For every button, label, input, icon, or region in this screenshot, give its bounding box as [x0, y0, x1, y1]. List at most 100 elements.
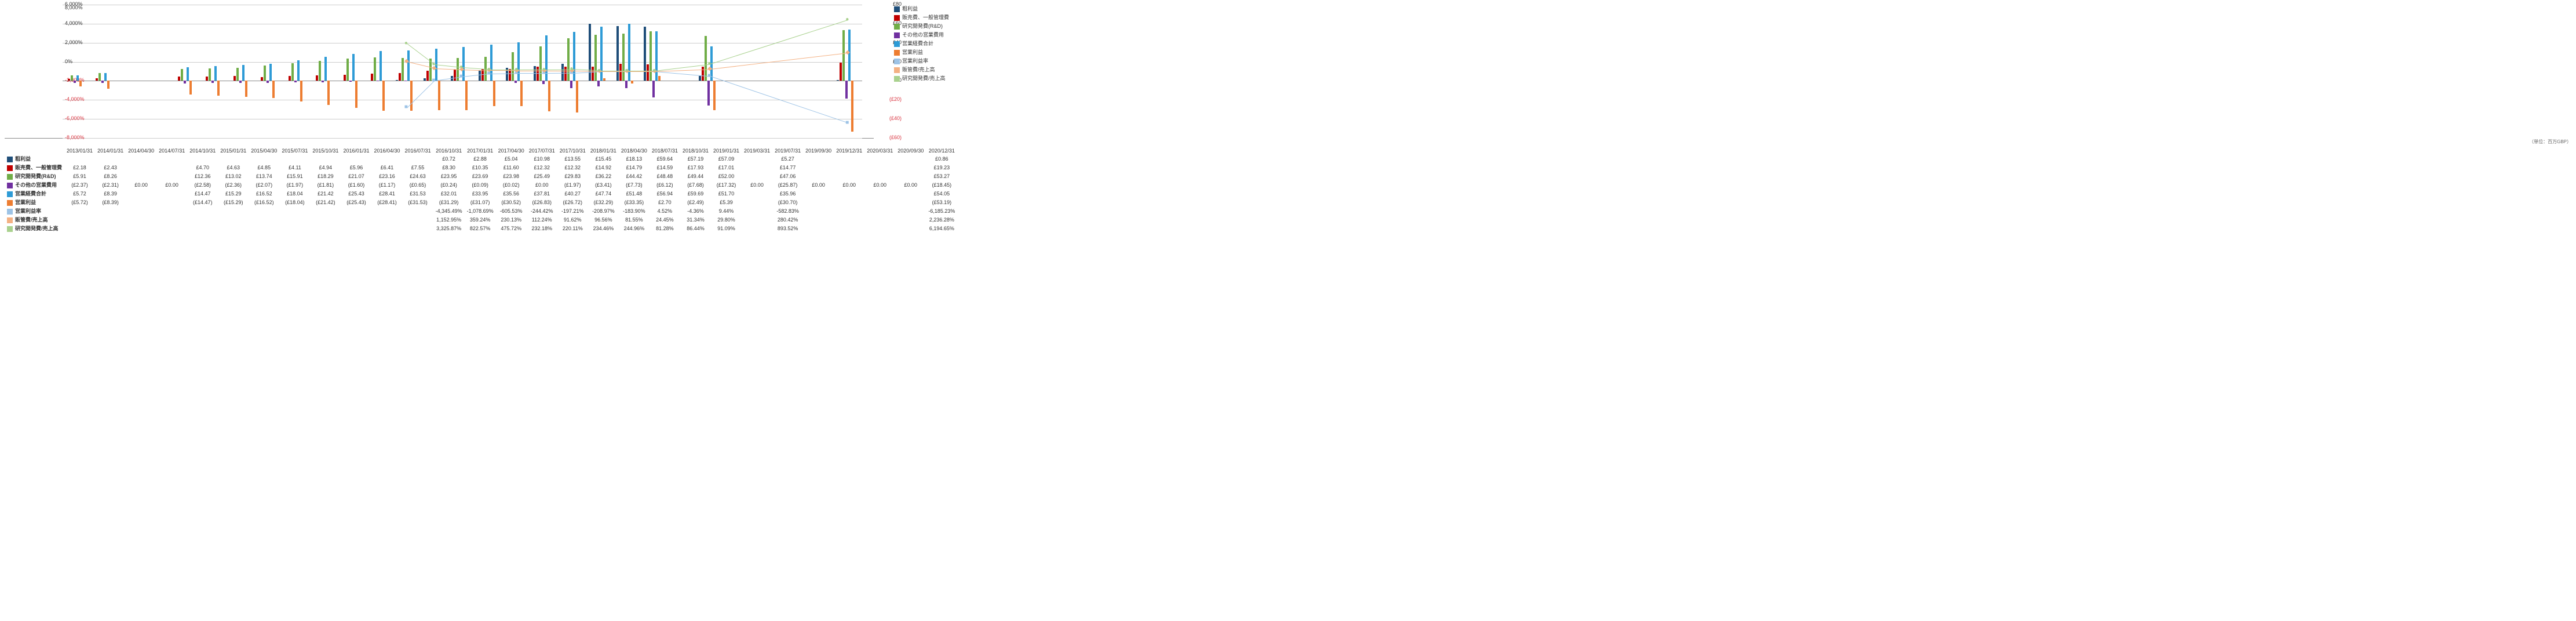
cell-opMargin: -1,078.69%	[465, 206, 496, 215]
cell-opMargin	[95, 206, 126, 215]
cell-otherOp: (£2.07)	[249, 180, 279, 189]
cell-opMargin	[156, 206, 187, 215]
bar-grossProfit	[479, 70, 481, 81]
cell-otherOp: (£18.45)	[926, 180, 957, 189]
bar-opExp	[352, 54, 355, 81]
period-header: 2016/10/31	[433, 147, 465, 154]
cell-opExp	[742, 189, 772, 198]
cell-sga	[895, 163, 926, 172]
cell-rdRatio	[371, 224, 402, 233]
cell-rdRatio: 86.44%	[680, 224, 711, 233]
cell-opExp	[864, 189, 895, 198]
legend-opExp: 営業経費合計	[894, 39, 949, 47]
cell-opInc: (£26.72)	[557, 198, 588, 206]
cell-grossProfit	[803, 154, 834, 163]
bar-rd	[705, 36, 707, 81]
cell-opInc: (£16.52)	[249, 198, 279, 206]
cell-opInc: (£31.07)	[465, 198, 496, 206]
cell-rdRatio	[156, 224, 187, 233]
bar-rd	[374, 57, 376, 81]
cell-grossProfit: £57.19	[680, 154, 711, 163]
cell-grossProfit	[218, 154, 249, 163]
cell-opMargin	[310, 206, 341, 215]
cell-otherOp: £0.00	[864, 180, 895, 189]
cell-rd: £18.29	[310, 172, 341, 180]
cell-sgaRatio	[249, 215, 279, 224]
cell-sga: £6.41	[371, 163, 402, 172]
cell-opInc	[864, 198, 895, 206]
cell-sgaRatio: 31.34%	[680, 215, 711, 224]
bar-rd	[236, 68, 239, 81]
cell-rdRatio: 234.46%	[588, 224, 619, 233]
cell-rdRatio: 3,325.87%	[433, 224, 465, 233]
bar-sga	[564, 67, 567, 81]
cell-sgaRatio	[310, 215, 341, 224]
bar-sga	[68, 79, 70, 81]
cell-opInc: (£31.53)	[403, 198, 433, 206]
cell-rd: £13.02	[218, 172, 249, 180]
row-label-rdRatio: 研究開発費/売上高	[5, 224, 64, 233]
legend-sga: 販売費、一般管理費	[894, 13, 949, 21]
bar-opExp	[297, 60, 300, 81]
cell-sga	[126, 163, 156, 172]
period-header: 2014/04/30	[126, 147, 156, 154]
cell-opInc	[895, 198, 926, 206]
bar-rd	[512, 52, 514, 81]
cell-rd	[803, 172, 834, 180]
cell-rd: £23.69	[465, 172, 496, 180]
cell-opInc: (£32.29)	[588, 198, 619, 206]
cell-grossProfit: £57.09	[711, 154, 742, 163]
cell-opMargin	[803, 206, 834, 215]
cell-opExp: £35.56	[496, 189, 527, 198]
bar-grossProfit	[616, 26, 619, 81]
cell-opInc: (£31.29)	[433, 198, 465, 206]
cell-sgaRatio: 81.55%	[619, 215, 650, 224]
bar-opInc	[217, 81, 220, 95]
cell-opExp: £8.39	[95, 189, 126, 198]
cell-sga: £14.77	[772, 163, 803, 172]
cell-sga: £14.79	[619, 163, 650, 172]
cell-sgaRatio: 24.45%	[650, 215, 680, 224]
cell-rdRatio	[864, 224, 895, 233]
cell-opMargin	[341, 206, 371, 215]
cell-grossProfit	[279, 154, 310, 163]
cell-otherOp: (£0.02)	[496, 180, 527, 189]
cell-sgaRatio	[834, 215, 864, 224]
cell-opInc: (£18.04)	[279, 198, 310, 206]
bar-rd	[539, 46, 542, 81]
bar-otherOp	[239, 81, 242, 82]
cell-otherOp: (£7.73)	[619, 180, 650, 189]
bar-opExp	[187, 67, 189, 81]
bar-otherOp	[267, 81, 269, 82]
bar-opExp	[104, 73, 107, 81]
cell-otherOp: (£1.97)	[557, 180, 588, 189]
cell-sga	[864, 163, 895, 172]
cell-rd: £23.16	[371, 172, 402, 180]
cell-otherOp: (£2.58)	[187, 180, 218, 189]
period-header: 2020/09/30	[895, 147, 926, 154]
cell-opMargin: -183.90%	[619, 206, 650, 215]
bar-grossProfit	[561, 64, 564, 81]
cell-grossProfit	[371, 154, 402, 163]
cell-otherOp: £0.00	[156, 180, 187, 189]
cell-opExp: £37.81	[527, 189, 557, 198]
row-label-rd: 研究開発費(R&D)	[5, 172, 64, 180]
cell-sgaRatio: 1,152.95%	[433, 215, 465, 224]
bar-rd	[650, 31, 652, 81]
bar-grossProfit	[837, 80, 839, 81]
cell-opMargin	[218, 206, 249, 215]
cell-opExp	[895, 189, 926, 198]
cell-otherOp: £0.00	[803, 180, 834, 189]
cell-rdRatio	[895, 224, 926, 233]
cell-rd: £29.83	[557, 172, 588, 180]
bar-otherOp	[845, 81, 848, 98]
cell-otherOp: £0.00	[527, 180, 557, 189]
bar-opInc	[355, 81, 357, 108]
cell-opInc: (£30.70)	[772, 198, 803, 206]
cell-rd: £15.91	[279, 172, 310, 180]
period-header: 2014/10/31	[187, 147, 218, 154]
cell-otherOp: (£2.36)	[218, 180, 249, 189]
cell-otherOp: £0.00	[895, 180, 926, 189]
cell-otherOp: £0.00	[126, 180, 156, 189]
cell-opMargin	[864, 206, 895, 215]
